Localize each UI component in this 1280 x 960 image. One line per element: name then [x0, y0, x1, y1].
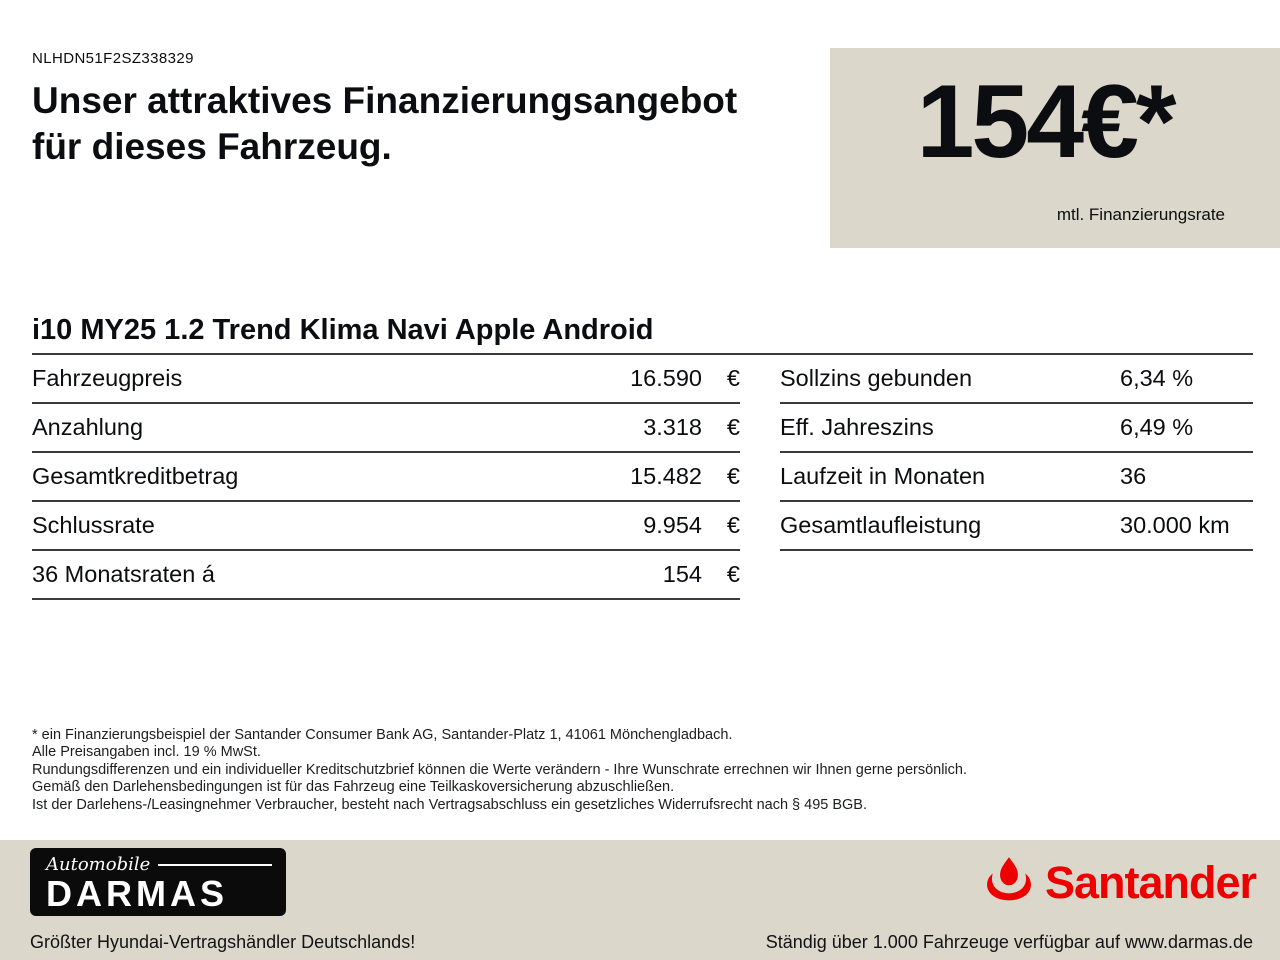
footer: Automobile DARMAS Größter Hyundai-Vertra…	[0, 840, 1280, 960]
finance-row-label: Gesamtlaufleistung	[780, 512, 982, 538]
santander-logo: Santander	[983, 856, 1257, 909]
finance-row-laufzeit: Laufzeit in Monaten 36	[780, 453, 1253, 502]
bank-tagline: Ständig über 1.000 Fahrzeuge verfügbar a…	[765, 932, 1253, 952]
monthly-rate-caption: mtl. Finanzierungsrate	[1056, 205, 1225, 224]
finance-row-gesamtkreditbetrag: Gesamtkreditbetrag 15.482 €	[32, 453, 740, 502]
finance-row-gesamtlaufleistung: Gesamtlaufleistung 30.000 km	[780, 502, 1253, 551]
finance-row-unit: €	[726, 414, 740, 440]
finance-row-value: 6,34 %	[1120, 365, 1194, 391]
finance-row-label: Sollzins gebunden	[780, 365, 973, 391]
monthly-rate-value: 154€*	[916, 64, 1177, 180]
vehicle-title: i10 MY25 1.2 Trend Klima Navi Apple Andr…	[32, 314, 654, 346]
finance-row-unit: €	[726, 463, 740, 489]
finance-row-jahreszins: Eff. Jahreszins 6,49 %	[780, 404, 1253, 453]
disclaimer-line: Rundungsdifferenzen und ein individuelle…	[32, 761, 967, 778]
finance-row-sollzins: Sollzins gebunden 6,34 %	[780, 355, 1253, 404]
finance-row-label: Eff. Jahreszins	[780, 414, 934, 440]
finance-row-value: 16.590	[630, 365, 702, 391]
disclaimer-line: Gemäß den Darlehensbedingungen ist für d…	[32, 779, 675, 796]
finance-row-value: 15.482	[630, 463, 702, 489]
headline-line-1: Unser attraktives Finanzierungsangebot	[32, 80, 738, 121]
finance-column-right: Sollzins gebunden 6,34 % Eff. Jahreszins…	[780, 355, 1253, 600]
dealer-logo: Automobile DARMAS	[30, 848, 286, 916]
disclaimer-line: Ist der Darlehens-/Leasingnehmer Verbrau…	[32, 796, 868, 813]
finance-row-value: 154	[662, 561, 702, 587]
finance-row-unit: €	[726, 365, 740, 391]
dealer-logo-script-text: Automobile	[46, 854, 151, 875]
disclaimer-line: * ein Finanzierungsbeispiel der Santande…	[32, 727, 733, 743]
finance-row-label: 36 Monatsraten á	[32, 561, 215, 587]
disclaimer-text: * ein Finanzierungsbeispiel der Santande…	[32, 727, 1240, 814]
finance-row-schlussrate: Schlussrate 9.954 €	[32, 502, 740, 551]
finance-row-label: Laufzeit in Monaten	[780, 463, 986, 489]
finance-column-left: Fahrzeugpreis 16.590 € Anzahlung 3.318 €…	[32, 355, 740, 600]
finance-row-value: 9.954	[643, 512, 702, 538]
monthly-rate-box: 154€* mtl. Finanzierungsrate	[830, 48, 1280, 248]
santander-wordmark: Santander	[1045, 857, 1257, 908]
finance-row-label: Fahrzeugpreis	[32, 365, 183, 391]
dealer-logo-wordmark: DARMAS	[46, 873, 228, 914]
page-title: Unser attraktives Finanzierungsangebot f…	[32, 78, 737, 170]
dealer-logo-script: Automobile	[46, 855, 272, 875]
finance-row-unit: €	[726, 512, 740, 538]
finance-row-value: 30.000 km	[1120, 512, 1230, 538]
finance-row-monatsraten: 36 Monatsraten á 154 €	[32, 551, 740, 600]
finance-row-anzahlung: Anzahlung 3.318 €	[32, 404, 740, 453]
finance-row-unit: €	[726, 561, 740, 587]
vehicle-vin: NLHDN51F2SZ338329	[32, 50, 194, 67]
finance-row-value: 3.318	[643, 414, 702, 440]
finance-row-value: 6,49 %	[1120, 414, 1194, 440]
finance-row-value: 36	[1120, 463, 1147, 489]
finance-row-label: Anzahlung	[32, 414, 144, 440]
headline-line-2: für dieses Fahrzeug.	[32, 126, 392, 167]
finance-row-label: Gesamtkreditbetrag	[32, 463, 239, 489]
finance-table: Fahrzeugpreis 16.590 € Anzahlung 3.318 €…	[32, 353, 1253, 600]
finance-row-label: Schlussrate	[32, 512, 155, 538]
disclaimer-line: Alle Preisangaben incl. 19 % MwSt.	[32, 744, 261, 761]
dealer-tagline: Größter Hyundai-Vertragshändler Deutschl…	[30, 932, 416, 952]
finance-row-fahrzeugpreis: Fahrzeugpreis 16.590 €	[32, 355, 740, 404]
santander-flame-icon	[983, 856, 1035, 909]
